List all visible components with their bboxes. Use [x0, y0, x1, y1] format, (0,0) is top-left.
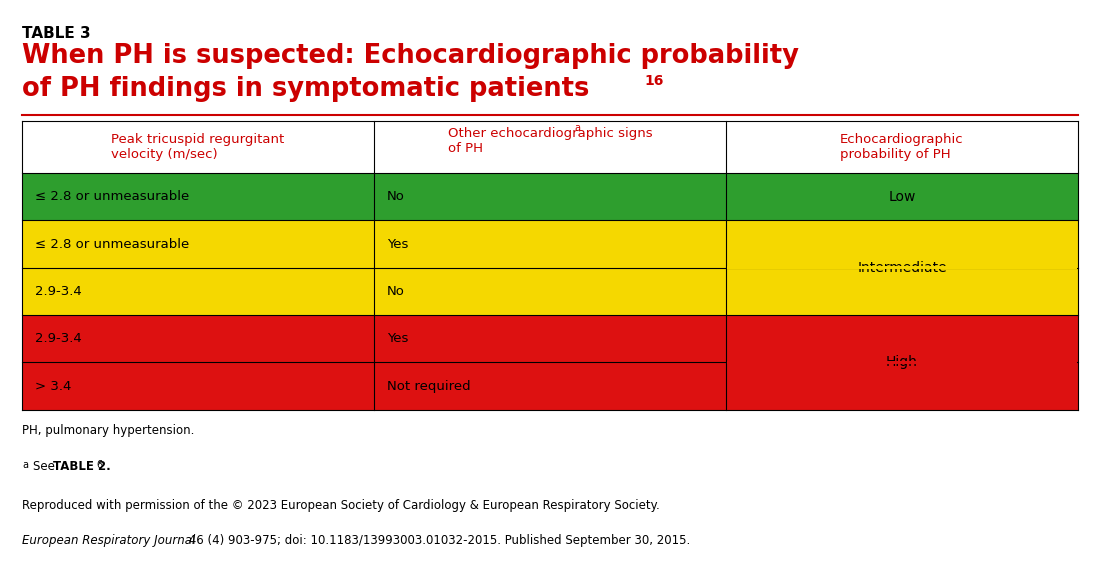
Bar [374, 268, 726, 315]
Bar [726, 220, 1078, 315]
Bar [22, 268, 374, 315]
Text: Other echocardiographic signs
of PH: Other echocardiographic signs of PH [448, 128, 652, 155]
Bar [22, 173, 374, 220]
Text: Intermediate: Intermediate [857, 261, 947, 275]
Text: See: See [33, 460, 58, 473]
Text: ≤ 2.8 or unmeasurable: ≤ 2.8 or unmeasurable [35, 238, 189, 250]
Bar [374, 220, 726, 268]
Text: 2.9-3.4: 2.9-3.4 [35, 332, 81, 345]
Bar [727, 361, 1077, 364]
Bar [726, 315, 1078, 410]
Bar [22, 315, 374, 362]
Text: PH, pulmonary hypertension.: PH, pulmonary hypertension. [22, 424, 195, 437]
Text: TABLE 3: TABLE 3 [22, 26, 90, 41]
Text: a: a [22, 460, 28, 470]
Bar [374, 362, 726, 410]
Text: No: No [387, 285, 405, 298]
Bar [374, 173, 726, 220]
Bar [22, 362, 374, 410]
Text: High: High [887, 355, 917, 369]
Text: a: a [574, 123, 580, 133]
Text: Echocardiographic
probability of PH: Echocardiographic probability of PH [840, 133, 964, 161]
Text: 6: 6 [97, 460, 103, 470]
Text: No: No [387, 190, 405, 203]
Text: Yes: Yes [387, 332, 408, 345]
Bar [374, 315, 726, 362]
Text: 2.9-3.4: 2.9-3.4 [35, 285, 81, 298]
Bar [726, 173, 1078, 220]
Bar [726, 121, 1078, 173]
Text: Low: Low [889, 190, 915, 204]
Bar [727, 266, 1077, 269]
Bar [22, 121, 374, 173]
Text: 46 (4) 903-975; doi: 10.1183/13993003.01032-2015. Published September 30, 2015.: 46 (4) 903-975; doi: 10.1183/13993003.01… [185, 534, 690, 547]
Text: When PH is suspected: Echocardiographic probability: When PH is suspected: Echocardiographic … [22, 43, 799, 69]
Text: > 3.4: > 3.4 [35, 380, 72, 392]
Text: Not required: Not required [387, 380, 471, 392]
Text: Reproduced with permission of the © 2023 European Society of Cardiology & Europe: Reproduced with permission of the © 2023… [22, 499, 663, 512]
Text: European Respiratory Journal: European Respiratory Journal [22, 534, 196, 547]
Text: ≤ 2.8 or unmeasurable: ≤ 2.8 or unmeasurable [35, 190, 189, 203]
Text: TABLE 2.: TABLE 2. [53, 460, 110, 473]
Text: Yes: Yes [387, 238, 408, 250]
Text: 16: 16 [645, 74, 664, 88]
Bar [374, 121, 726, 173]
Bar [22, 220, 374, 268]
Text: Peak tricuspid regurgitant
velocity (m/sec): Peak tricuspid regurgitant velocity (m/s… [111, 133, 285, 161]
Text: of PH findings in symptomatic patients: of PH findings in symptomatic patients [22, 76, 590, 102]
